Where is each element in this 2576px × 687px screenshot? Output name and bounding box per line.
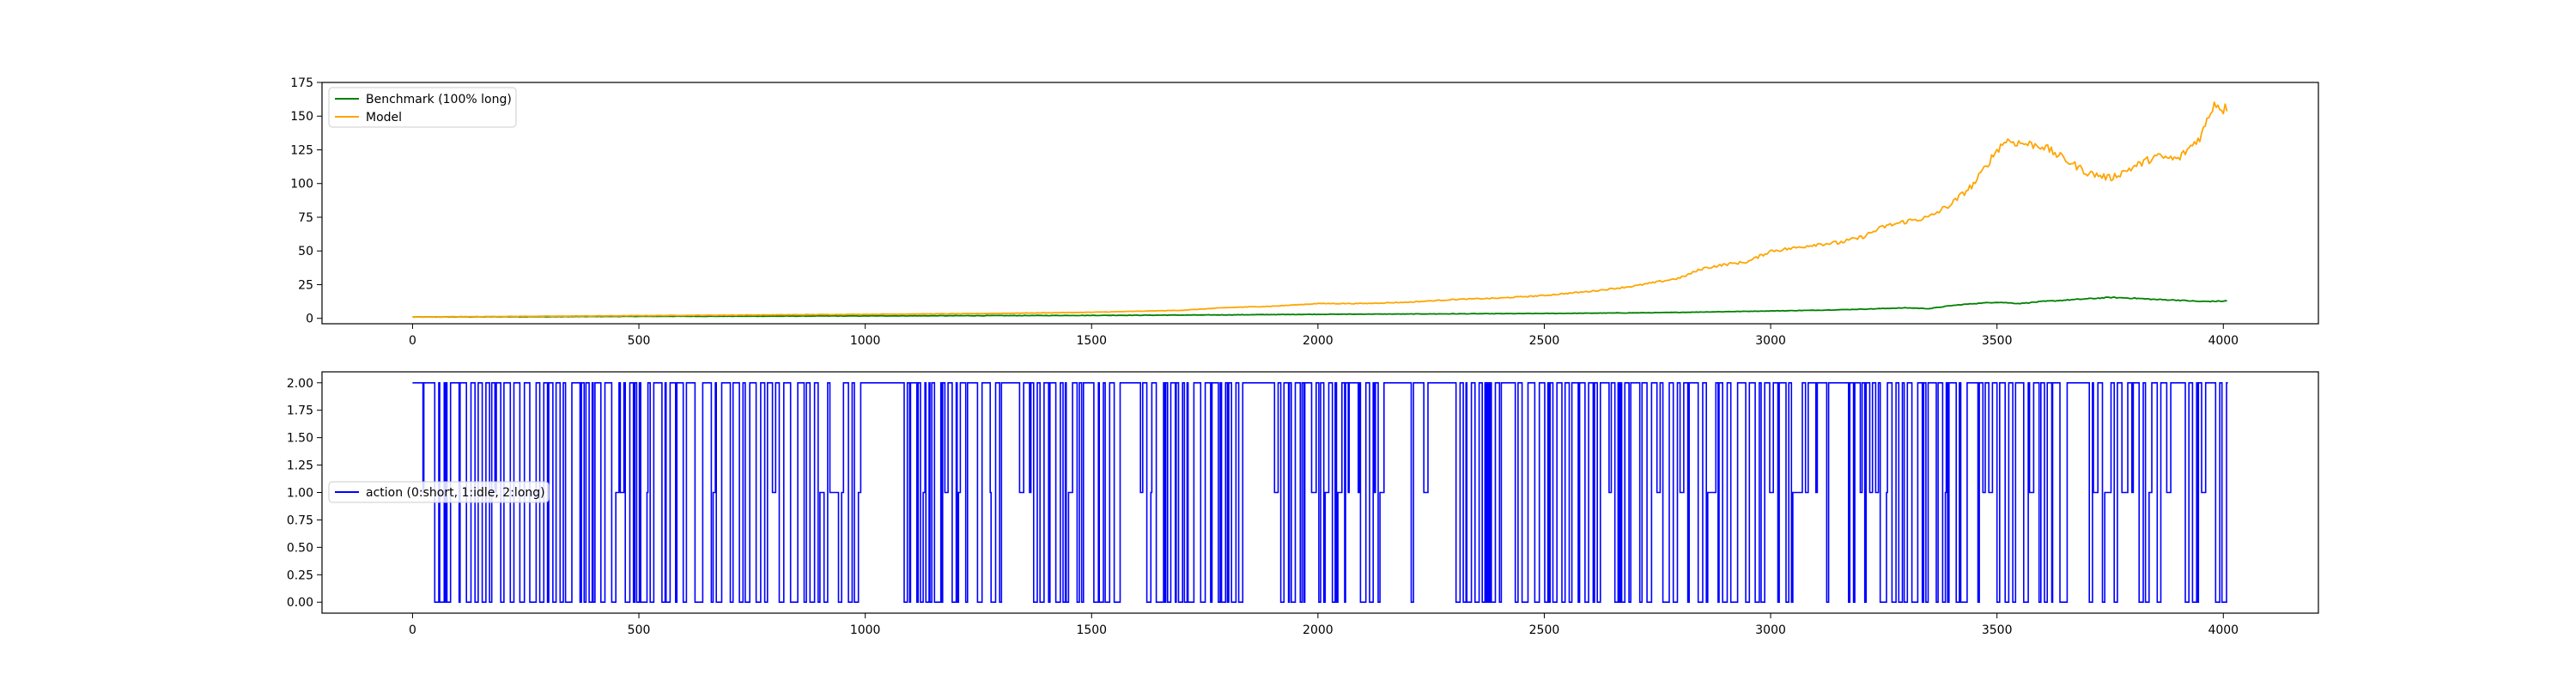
bottom-axes: 0 500 1000 1500 2000 2500 3000 3500 4000 0.00 0.2… [287, 371, 2319, 637]
top-x-tick-label: 500 [628, 334, 651, 348]
model-line [412, 101, 2228, 319]
top-x-tick-label: 1500 [1076, 334, 1107, 348]
bottom-y-tick-label: 0.50 [287, 541, 313, 555]
top-x-tick-label: 2500 [1529, 334, 1560, 348]
legend-action-label: action (0:short, 1:idle, 2:long) [366, 486, 545, 500]
bottom-x-tick-label: 1000 [850, 623, 881, 637]
bottom-x-tick-label: 3000 [1755, 623, 1786, 637]
benchmark-line [412, 296, 2227, 319]
bottom-y-tick-label: 0.25 [287, 568, 313, 582]
bottom-plot-area [412, 382, 2228, 603]
legend-model-label: Model [366, 111, 402, 125]
top-y-tick-label: 125 [290, 143, 313, 157]
bottom-legend: action (0:short, 1:idle, 2:long) [328, 481, 550, 503]
bottom-legend-box [328, 481, 550, 503]
top-legend-box [328, 87, 517, 128]
bottom-x-tick-label: 4000 [2208, 623, 2239, 637]
top-axes: 0 500 1000 1500 2000 2500 3000 3500 4000 0 25 50 75… [290, 76, 2319, 348]
top-x-tick-label: 4000 [2208, 334, 2239, 348]
top-plot-area [412, 101, 2228, 319]
legend-benchmark-label: Benchmark (100% long) [366, 93, 512, 106]
top-x-tick-label: 1000 [850, 334, 881, 348]
top-y-tick-label: 175 [290, 76, 313, 90]
bottom-x-tick-label: 500 [628, 623, 651, 637]
top-y-tick-label: 50 [298, 245, 313, 258]
top-y-ticks: 0 25 50 75 100 125 150 175 [290, 76, 322, 326]
top-y-tick-label: 25 [298, 278, 313, 292]
top-x-tick-label: 0 [409, 334, 416, 348]
bottom-y-tick-label: 1.50 [287, 432, 313, 446]
bottom-x-ticks: 0 500 1000 1500 2000 2500 3000 3500 4000 [409, 613, 2239, 637]
top-y-tick-label: 100 [290, 178, 313, 192]
bottom-y-tick-label: 2.00 [287, 377, 313, 391]
bottom-x-tick-label: 2000 [1303, 623, 1334, 637]
top-legend: Benchmark (100% long) Model [328, 87, 517, 128]
top-x-tick-label: 3000 [1755, 334, 1786, 348]
top-axes-frame [321, 82, 2319, 325]
bottom-y-tick-label: 1.25 [287, 459, 313, 473]
bottom-y-tick-label: 0.75 [287, 514, 313, 527]
bottom-x-tick-label: 0 [409, 623, 416, 637]
top-y-tick-label: 75 [298, 211, 313, 225]
action-step-line [412, 382, 2228, 603]
top-y-tick-label: 150 [290, 110, 313, 124]
top-x-tick-label: 2000 [1303, 334, 1334, 348]
top-y-tick-label: 0 [306, 313, 313, 326]
bottom-x-tick-label: 1500 [1076, 623, 1107, 637]
bottom-x-tick-label: 3500 [1982, 623, 2013, 637]
top-x-tick-label: 3500 [1982, 334, 2013, 348]
bottom-y-tick-label: 1.00 [287, 487, 313, 501]
bottom-y-tick-label: 1.75 [287, 404, 313, 418]
top-x-ticks: 0 500 1000 1500 2000 2500 3000 3500 4000 [409, 324, 2239, 348]
bottom-x-tick-label: 2500 [1529, 623, 1560, 637]
bottom-y-tick-label: 0.00 [287, 596, 313, 610]
bottom-y-ticks: 0.00 0.25 0.50 0.75 1.00 1.25 1.50 1.75 2.00 [287, 377, 322, 610]
